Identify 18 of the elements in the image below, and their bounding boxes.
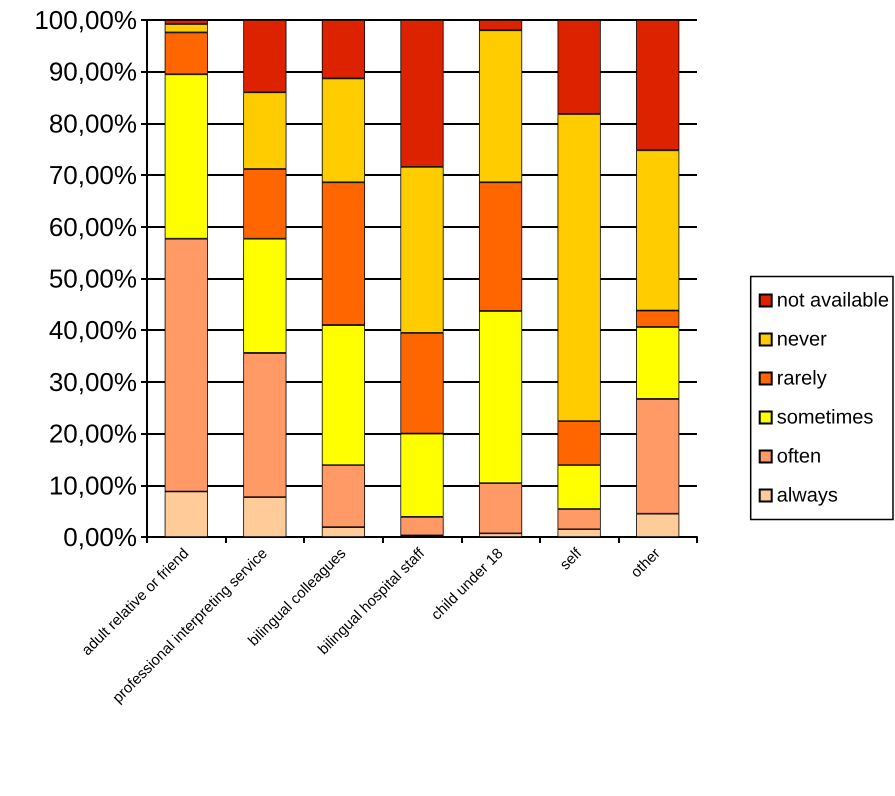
y-tick-label: 0,00% [63,522,137,552]
y-tick-label: 10,00% [48,470,137,500]
y-tick-label: 40,00% [48,315,137,346]
legend-label: not available [776,290,890,312]
y-tick-label: 100,00% [34,5,137,35]
legend-label: never [776,328,828,350]
legend-label: often [776,446,822,468]
y-tick-label: 70,00% [48,160,137,190]
y-tick-label: 90,00% [48,56,137,87]
y-tick-label: 20,00% [48,418,137,449]
y-tick-label: 80,00% [48,108,137,138]
legend-label: rarely [776,368,827,390]
y-tick-label: 30,00% [48,366,137,397]
legend-label: sometimes [776,406,874,428]
legend-label: always [776,484,838,506]
y-tick-label: 50,00% [48,264,137,294]
y-tick-label: 60,00% [48,212,137,242]
x-tick-label: self [556,544,586,574]
